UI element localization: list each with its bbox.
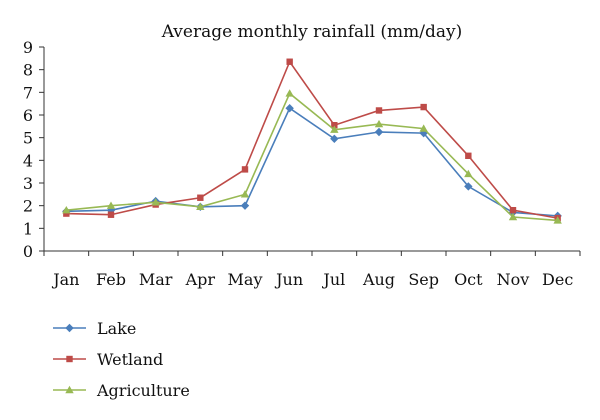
x-tick-label-nov: Nov	[497, 270, 530, 289]
y-tick-label: 9	[23, 38, 33, 57]
legend-label-lake: Lake	[97, 319, 136, 338]
data-point-agriculture	[62, 206, 71, 214]
y-tick-label: 6	[23, 106, 33, 125]
data-point-lake	[240, 201, 250, 210]
y-tick-label: 7	[23, 83, 33, 102]
data-point-lake	[374, 127, 384, 137]
data-point-lake	[464, 182, 473, 191]
x-tick-label-apr: Apr	[185, 270, 216, 289]
data-point-wetland	[509, 207, 517, 214]
data-point-wetland	[465, 152, 472, 159]
legend-label-wetland: Wetland	[97, 350, 163, 369]
legend-entry-lake: Lake	[53, 319, 136, 338]
legend-entry-wetland: Wetland	[53, 350, 163, 369]
x-tick-label-sep: Sep	[408, 270, 439, 289]
data-point-agriculture	[151, 198, 160, 206]
data-point-lake	[285, 104, 294, 113]
series-line-lake	[66, 107, 558, 217]
data-point-wetland	[375, 107, 383, 114]
series-lake	[62, 104, 562, 221]
data-point-agriculture	[106, 201, 116, 209]
data-point-wetland	[197, 194, 204, 201]
chart-title: Average monthly rainfall (mm/day)	[161, 22, 463, 42]
plot-area: 0 1 2 3 4 5 6 7 8 9 Jan Feb Mar Apr May Jun Jul Aug Sep Oct…	[23, 38, 581, 289]
y-tick-label: 3	[23, 174, 33, 193]
data-point-lake	[330, 134, 339, 143]
y-tick-label: 5	[23, 129, 33, 148]
series-agriculture	[62, 89, 562, 224]
data-point-agriculture	[285, 89, 294, 97]
legend-swatch-marker	[65, 323, 74, 333]
data-point-agriculture	[330, 125, 339, 133]
legend: Lake Wetland Agriculture	[53, 319, 190, 400]
data-point-agriculture	[419, 124, 428, 132]
data-point-wetland	[331, 122, 338, 129]
x-tick-label-dec: Dec	[542, 270, 573, 289]
x-tick-label-feb: Feb	[96, 270, 126, 289]
y-tick-label: 0	[23, 242, 33, 261]
x-tick-label-oct: Oct	[454, 270, 483, 289]
data-point-agriculture	[464, 169, 473, 178]
legend-swatch-marker	[65, 385, 74, 394]
data-point-wetland	[63, 210, 70, 217]
y-tick-label: 2	[23, 197, 33, 216]
series-line-agriculture	[66, 92, 558, 222]
data-point-agriculture	[240, 190, 250, 198]
legend-swatch-marker	[66, 355, 73, 363]
x-tick-label-may: May	[228, 270, 263, 289]
x-tick-label-jan: Jan	[51, 270, 79, 289]
x-tick-label-jun: Jun	[274, 270, 303, 289]
y-tick-label: 8	[23, 61, 33, 80]
x-tick-label-mar: Mar	[139, 270, 173, 289]
data-point-wetland	[420, 103, 427, 111]
y-tick-label: 1	[23, 219, 33, 238]
data-point-agriculture	[508, 212, 518, 221]
data-point-agriculture	[553, 216, 562, 224]
series-line-wetland	[66, 60, 558, 219]
data-point-agriculture	[374, 119, 384, 128]
series-wetland	[63, 58, 561, 222]
legend-label-agriculture: Agriculture	[96, 381, 190, 400]
x-tick-label-jul: Jul	[321, 270, 345, 289]
data-point-wetland	[107, 211, 115, 218]
data-point-agriculture	[196, 202, 205, 210]
x-tick-label-aug: Aug	[362, 270, 395, 289]
y-tick-label: 4	[23, 151, 33, 170]
data-point-wetland	[286, 58, 293, 65]
data-point-wetland	[241, 166, 249, 173]
legend-entry-agriculture: Agriculture	[53, 381, 190, 400]
